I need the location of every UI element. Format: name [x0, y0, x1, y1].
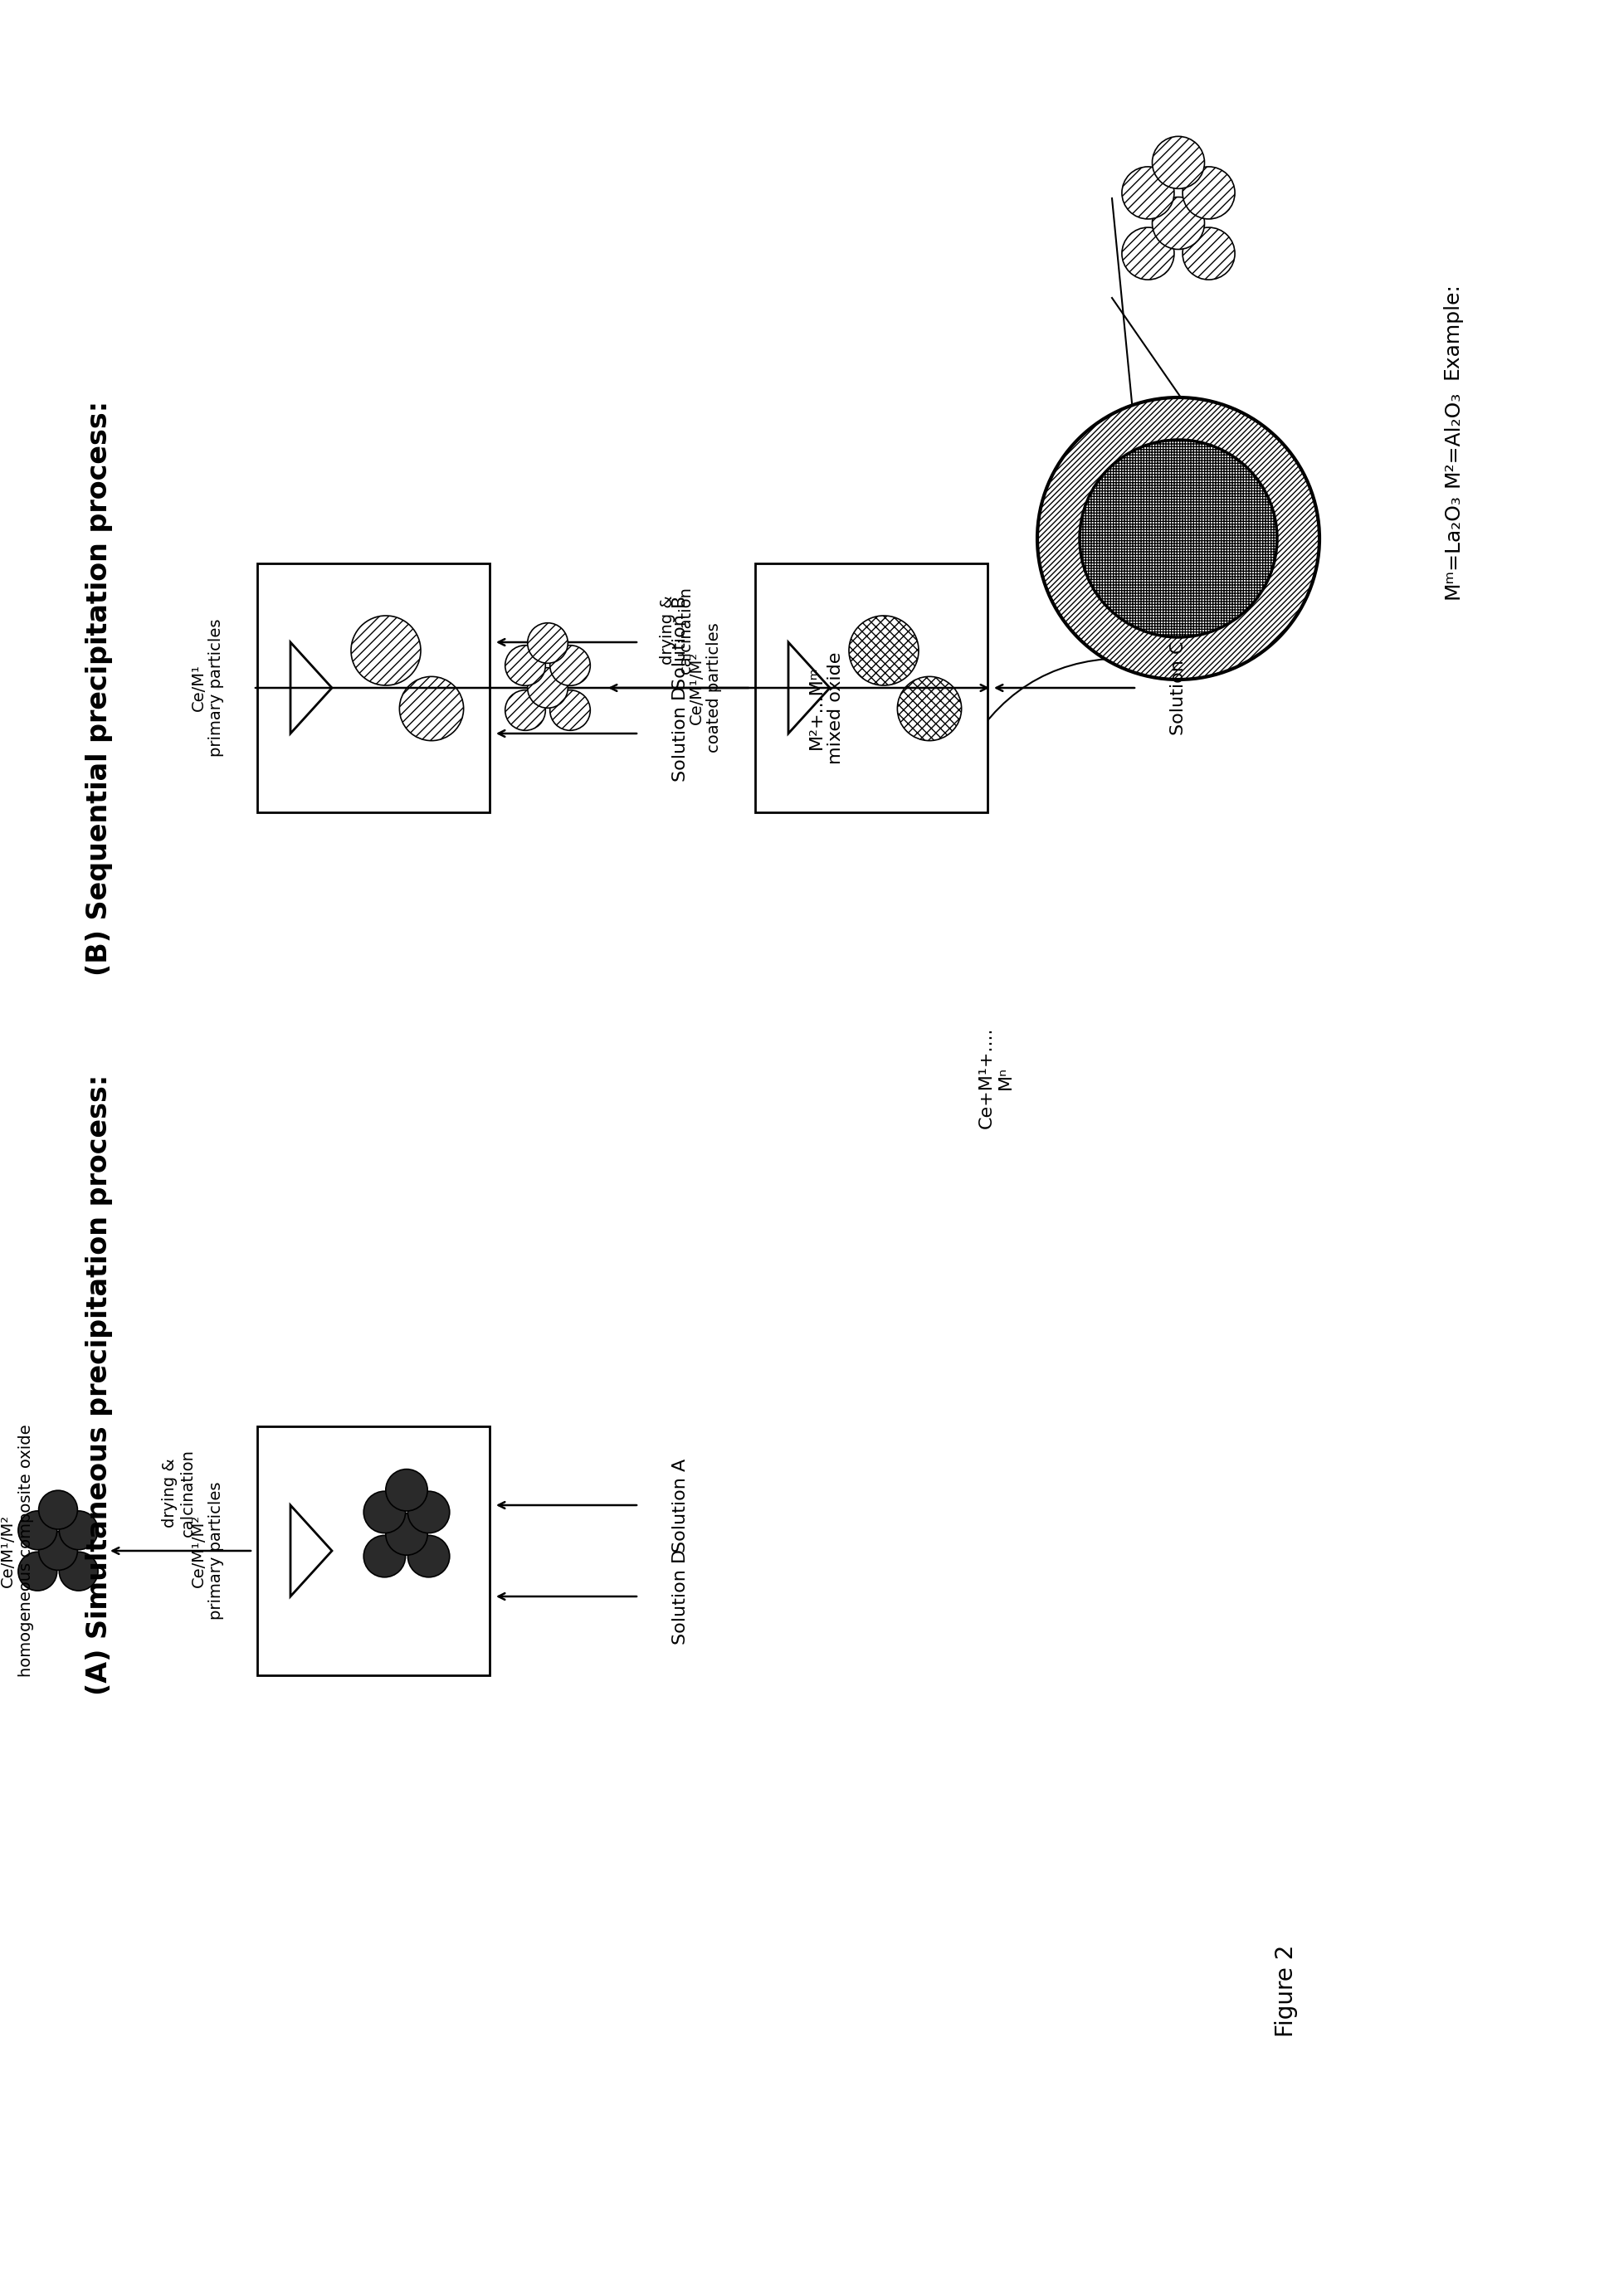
Circle shape [400, 677, 463, 741]
Polygon shape [788, 643, 830, 734]
Circle shape [387, 1512, 427, 1556]
Text: (B) Sequential precipitation process:: (B) Sequential precipitation process: [86, 399, 114, 976]
Circle shape [364, 1492, 406, 1533]
Circle shape [39, 1531, 78, 1569]
Text: M²+...Mᵐ
mixed oxide: M²+...Mᵐ mixed oxide [807, 652, 843, 764]
Circle shape [364, 1535, 406, 1576]
Text: drying &
calcination: drying & calcination [659, 586, 693, 673]
Circle shape [505, 691, 546, 730]
Circle shape [408, 1535, 450, 1576]
Circle shape [1182, 228, 1234, 281]
Circle shape [1122, 167, 1174, 219]
Circle shape [551, 646, 590, 687]
Text: M²=Al₂O₃: M²=Al₂O₃ [1442, 390, 1462, 488]
Circle shape [898, 677, 961, 741]
Text: Ce/M¹/M²
homogeneous composite oxide: Ce/M¹/M² homogeneous composite oxide [0, 1423, 34, 1677]
Text: Ce+M¹+....
Mⁿ: Ce+M¹+.... Mⁿ [978, 1026, 1013, 1129]
Text: Solution B: Solution B [672, 595, 689, 689]
Polygon shape [291, 643, 331, 734]
Circle shape [18, 1510, 57, 1549]
Bar [755, 563, 987, 812]
Bar [257, 1426, 489, 1674]
Circle shape [18, 1551, 57, 1590]
Text: drying &
calcination: drying & calcination [161, 1448, 195, 1537]
Polygon shape [291, 1505, 331, 1597]
Circle shape [528, 668, 568, 707]
Circle shape [1182, 167, 1234, 219]
Circle shape [408, 1492, 450, 1533]
Circle shape [39, 1489, 78, 1528]
Circle shape [528, 623, 568, 664]
Text: Ce/M¹/M²
coated particles: Ce/M¹/M² coated particles [689, 623, 723, 753]
Text: Example:: Example: [1442, 283, 1462, 379]
Circle shape [551, 691, 590, 730]
Circle shape [505, 646, 546, 687]
Circle shape [58, 1551, 97, 1590]
Circle shape [849, 616, 919, 684]
Text: Solution A: Solution A [672, 1458, 689, 1551]
Circle shape [1153, 137, 1205, 189]
Bar [257, 563, 489, 812]
Text: Ce/M¹/M²
primary particles: Ce/M¹/M² primary particles [190, 1483, 224, 1620]
Text: Ce/M¹
primary particles: Ce/M¹ primary particles [190, 618, 224, 757]
Text: Solution C: Solution C [1169, 641, 1187, 734]
Text: Mᵐ=La₂O₃: Mᵐ=La₂O₃ [1442, 495, 1462, 600]
Circle shape [351, 616, 421, 684]
Text: Solution D: Solution D [672, 1549, 689, 1645]
Text: (A) Simultaneous precipitation process:: (A) Simultaneous precipitation process: [86, 1074, 114, 1695]
Circle shape [1080, 440, 1276, 636]
Circle shape [387, 1469, 427, 1510]
Circle shape [1122, 228, 1174, 281]
Circle shape [58, 1510, 97, 1549]
Text: Solution D: Solution D [672, 687, 689, 782]
Circle shape [1153, 196, 1205, 249]
Circle shape [1038, 397, 1319, 680]
Text: Figure 2: Figure 2 [1275, 1943, 1298, 2037]
